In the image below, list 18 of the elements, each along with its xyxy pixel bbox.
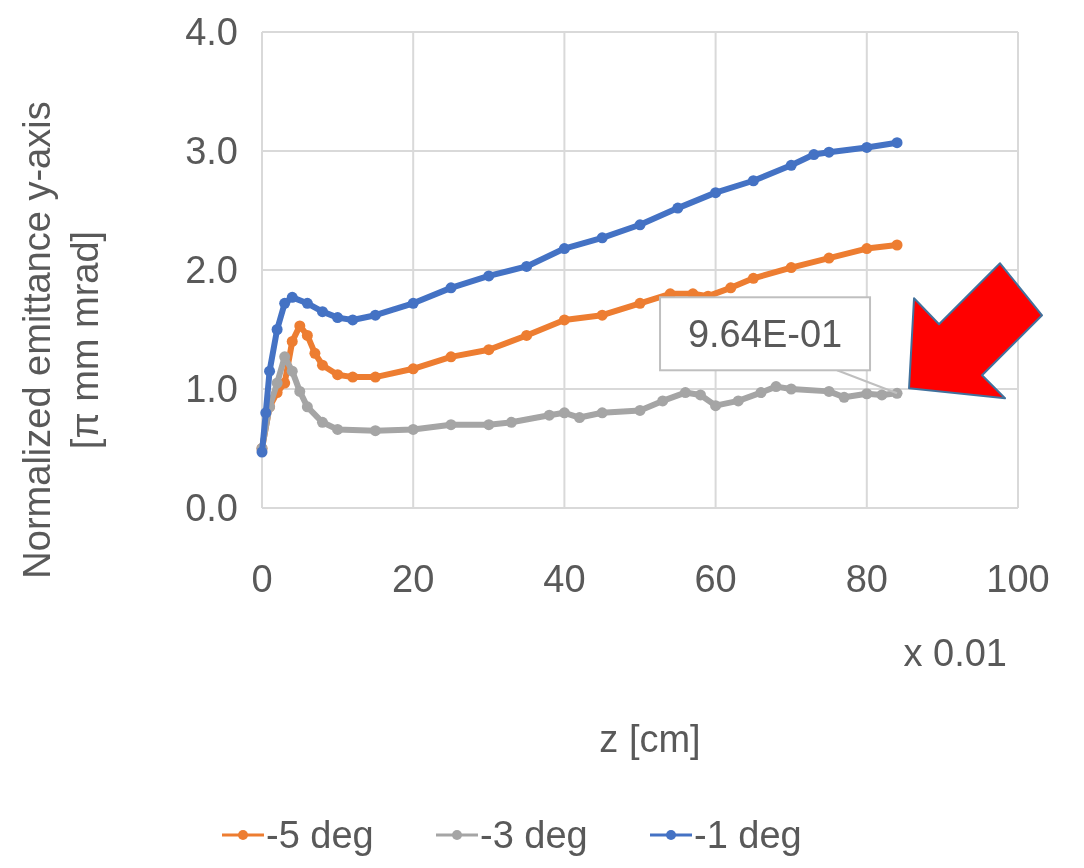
x-tick-label: 100 (986, 558, 1050, 600)
x-tick-label: 60 (694, 558, 737, 600)
x-tick-label: 0 (251, 558, 273, 600)
y-tick-label: 0.0 (185, 487, 238, 529)
y-tick-label: 4.0 (185, 11, 238, 53)
x-tick-label: 20 (392, 558, 435, 600)
y-tick-label: 1.0 (185, 368, 238, 410)
annotation: 9.64E-01 (687, 313, 843, 356)
legend-label: -5 deg (266, 814, 374, 856)
x-tick-label: 40 (543, 558, 586, 600)
y-axis-title: Normalized emittance y-axis [π mm mrad] (16, 101, 106, 579)
text: x 0.01 (903, 632, 1007, 674)
x-axis-title: z [cm] (599, 718, 701, 760)
y-tick-label: 2.0 (185, 249, 238, 291)
y-tick-label: 3.0 (185, 130, 238, 172)
x-tick-label: 80 (845, 558, 888, 600)
legend-label: -3 deg (480, 814, 588, 856)
legend-label: -1 deg (694, 814, 802, 856)
